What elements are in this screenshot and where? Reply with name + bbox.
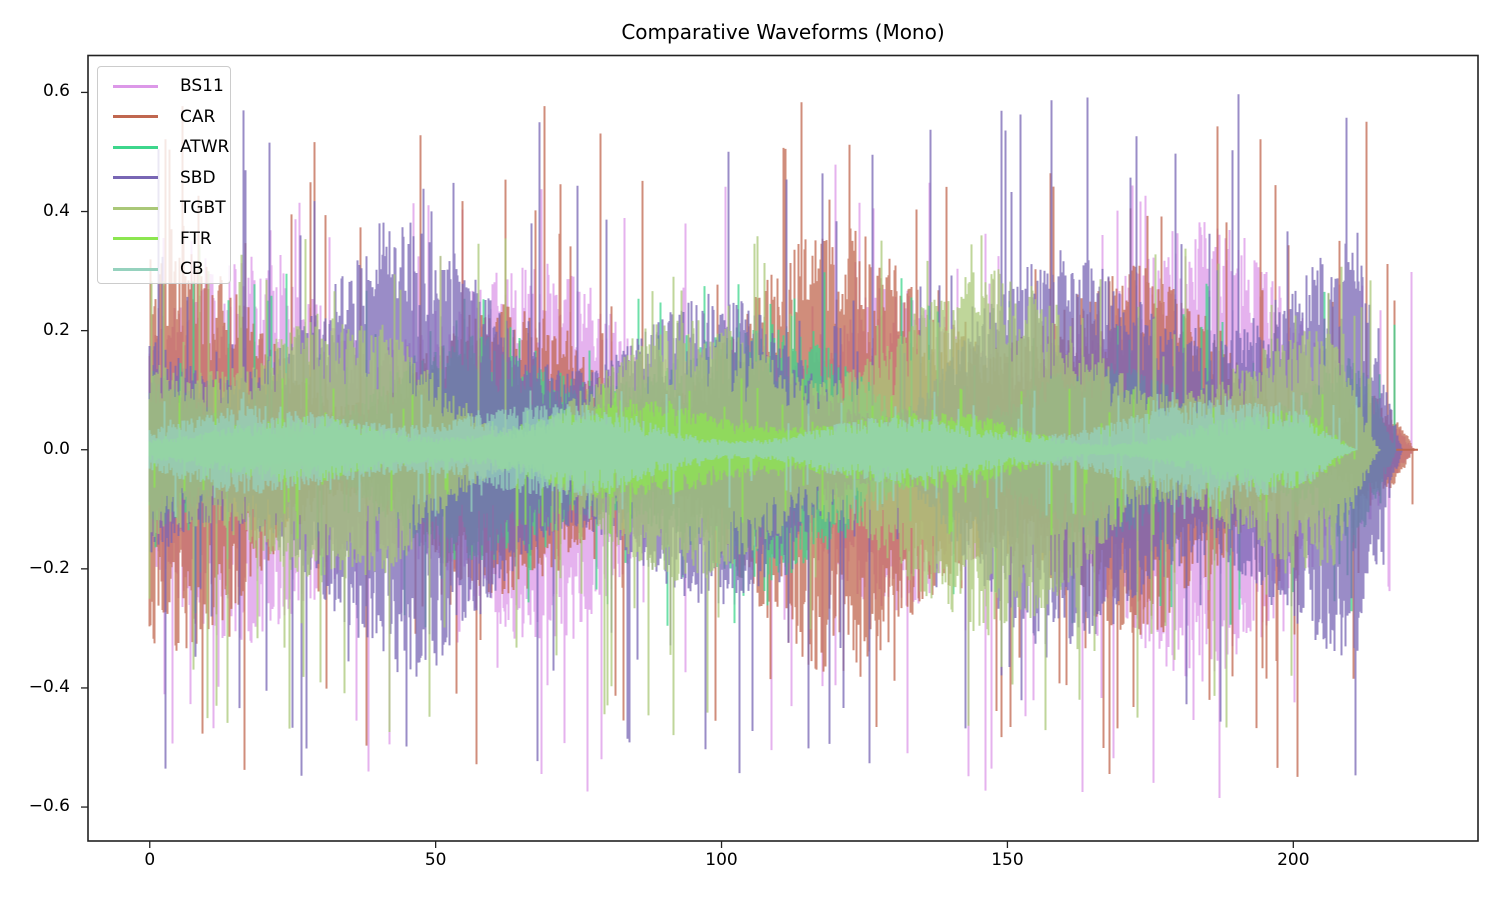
legend-label: CAR <box>180 106 216 127</box>
legend-line-icon <box>113 84 158 88</box>
axes-frame <box>87 54 1479 842</box>
x-tick-label: 50 <box>424 850 447 870</box>
legend-item-atwr: ATWR <box>98 132 230 163</box>
legend-item-cb: CB <box>98 254 230 285</box>
y-tick-label: 0.6 <box>42 81 70 102</box>
x-tick-label: 150 <box>991 850 1024 870</box>
legend-item-sbd: SBD <box>98 163 230 194</box>
x-tick-label: 200 <box>1277 850 1310 870</box>
y-tick-label: −0.2 <box>28 557 70 578</box>
legend-label: ATWR <box>180 137 230 158</box>
waveform-series-group <box>148 94 1418 798</box>
legend-item-bs11: BS11 <box>98 71 230 102</box>
legend-label: TGBT <box>180 198 226 219</box>
y-tick-label: 0.4 <box>42 200 70 221</box>
legend-line-icon <box>113 176 158 180</box>
legend-label: CB <box>180 259 204 280</box>
y-tick-label: 0.0 <box>42 438 70 459</box>
y-tick-label: −0.4 <box>28 676 70 697</box>
axis-ticks <box>81 91 1294 848</box>
legend-label: BS11 <box>180 76 224 97</box>
legend-label: FTR <box>180 228 212 249</box>
x-tick-label: 100 <box>705 850 738 870</box>
legend: BS11 CAR ATWR SBD TGBT FTR CB <box>97 66 231 284</box>
legend-line-icon <box>113 206 158 210</box>
legend-label: SBD <box>180 167 216 188</box>
legend-line-icon <box>113 237 158 241</box>
legend-item-tgbt: TGBT <box>98 193 230 224</box>
waveform-cb <box>148 390 1358 519</box>
legend-line-icon <box>113 267 158 271</box>
x-tick-label: 0 <box>144 850 156 870</box>
legend-line-icon <box>113 115 158 119</box>
legend-item-ftr: FTR <box>98 224 230 255</box>
chart-title: Comparative Waveforms (Mono) <box>621 20 945 44</box>
y-tick-label: −0.6 <box>28 796 70 817</box>
legend-line-icon <box>113 145 158 149</box>
y-tick-label: 0.2 <box>42 319 70 340</box>
legend-item-car: CAR <box>98 102 230 133</box>
